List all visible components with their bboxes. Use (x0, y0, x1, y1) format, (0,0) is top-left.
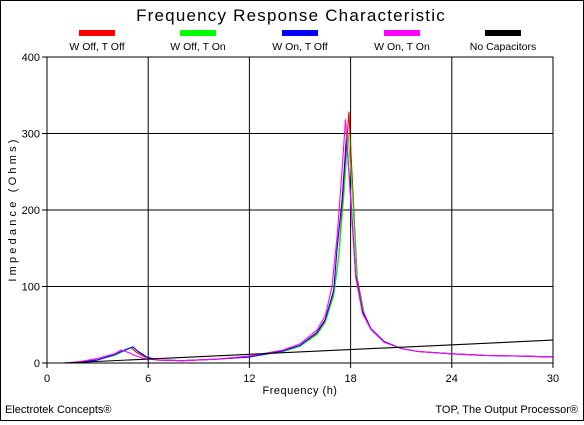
footer-right: TOP, The Output Processor® (435, 404, 578, 416)
series-line (63, 111, 554, 364)
legend-label: No Capacitors (470, 41, 537, 53)
legend-label: W On, T On (374, 41, 430, 53)
series-line (63, 136, 554, 364)
series-line (63, 119, 554, 364)
x-tick-label: 0 (44, 373, 50, 385)
series-line (63, 339, 554, 364)
x-axis-label: Frequency (h) (263, 385, 338, 397)
y-tick-label: 0 (34, 358, 40, 370)
legend-swatch (384, 30, 420, 36)
chart-title: Frequency Response Characteristic (136, 6, 446, 25)
x-tick-label: 6 (145, 373, 151, 385)
series-lines (63, 111, 554, 364)
legend-swatch (485, 30, 521, 36)
series-line (63, 132, 554, 364)
x-tick-label: 12 (243, 373, 255, 385)
footer-left: Electrotek Concepts® (5, 404, 112, 416)
y-axis-label: Impedance (Ohms) (7, 136, 19, 281)
legend-swatch (180, 30, 216, 36)
y-tick-label: 100 (22, 282, 40, 294)
legend: W Off, T Off W Off, T On W On, T Off W On, … (69, 30, 536, 53)
x-tick-label: 24 (446, 373, 458, 385)
x-tick-label: 18 (344, 373, 356, 385)
y-tick-label: 300 (22, 129, 40, 141)
legend-label: W Off, T Off (69, 41, 124, 53)
y-tick-label: 400 (22, 52, 40, 64)
x-tick-label: 30 (547, 373, 559, 385)
y-tick-label: 200 (22, 205, 40, 217)
legend-label: W On, T Off (272, 41, 328, 53)
legend-label: W Off, T On (170, 41, 226, 53)
legend-swatch (79, 30, 115, 36)
grid (47, 57, 553, 363)
legend-swatch (282, 30, 318, 36)
